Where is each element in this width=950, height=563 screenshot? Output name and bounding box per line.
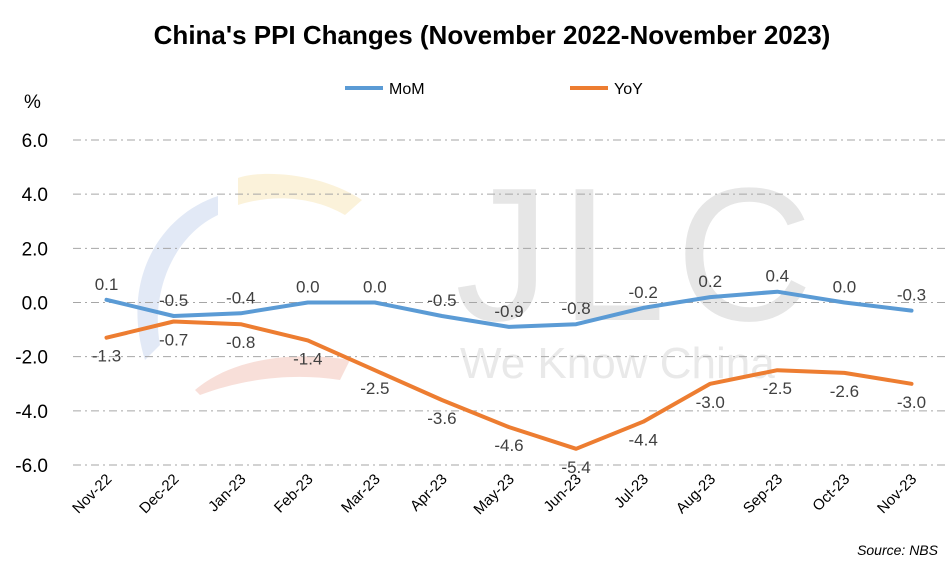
- x-tick-label: Apr-23: [407, 471, 451, 515]
- legend-label-yoy: YoY: [614, 81, 643, 98]
- x-tick-label: Aug-23: [673, 471, 719, 517]
- x-tick-label: Dec-22: [136, 471, 182, 517]
- data-label-mom: 0.1: [95, 275, 119, 294]
- x-tick-label: Oct-23: [809, 471, 853, 515]
- data-label-yoy: -1.4: [293, 349, 322, 368]
- data-label-yoy: -4.6: [494, 436, 523, 455]
- watermark-logo-red-shape: [195, 356, 350, 395]
- x-tick-label: Feb-23: [271, 471, 317, 517]
- data-label-yoy: -4.4: [629, 431, 658, 450]
- data-label-yoy: -2.5: [763, 379, 792, 398]
- data-label-yoy: -3.0: [897, 393, 926, 412]
- data-label-yoy: -0.7: [159, 330, 188, 349]
- y-axis-label: %: [24, 92, 41, 113]
- y-tick-label: -2.0: [15, 348, 48, 369]
- y-tick-label: -6.0: [15, 456, 48, 477]
- data-label-mom: 0.0: [363, 278, 387, 297]
- watermark-brand: JLC: [455, 149, 823, 361]
- chart-title: China's PPI Changes (November 2022-Novem…: [154, 20, 831, 50]
- x-tick-label: Sep-23: [740, 471, 786, 517]
- data-label-yoy: -1.3: [92, 347, 121, 366]
- legend-label-mom: MoM: [389, 81, 425, 98]
- data-label-mom: -0.2: [629, 283, 658, 302]
- x-tick-label: Mar-23: [338, 471, 384, 517]
- source-note: Source: NBS: [857, 542, 939, 558]
- data-label-mom: -0.5: [159, 291, 188, 310]
- data-label-mom: -0.8: [561, 299, 590, 318]
- watermark: JLC We Know China: [137, 149, 823, 395]
- watermark-logo-blue-shape: [137, 196, 218, 360]
- series-line-mom: [104, 289, 914, 329]
- x-tick-label: May-23: [470, 471, 517, 518]
- series-lines: [104, 289, 914, 451]
- x-tick-label: Jan-23: [205, 471, 249, 515]
- legend: MoM YoY: [345, 81, 643, 98]
- data-label-mom: -0.5: [427, 291, 456, 310]
- data-label-mom: 0.2: [698, 272, 722, 291]
- x-tick-label: Jul-23: [611, 471, 652, 512]
- series-line-yoy: [104, 319, 914, 451]
- x-tick-label: Nov-23: [874, 471, 920, 517]
- watermark-logo-yellow-shape: [238, 173, 362, 215]
- data-label-yoy: -2.6: [830, 382, 859, 401]
- y-tick-label: 6.0: [22, 131, 48, 152]
- data-label-mom: -0.4: [226, 288, 255, 307]
- data-label-mom: 0.0: [296, 278, 320, 297]
- data-label-yoy: -5.4: [561, 458, 590, 477]
- x-axis-ticks: Nov-22 Dec-22 Jan-23 Feb-23 Mar-23 Apr-23 May-…: [69, 471, 920, 518]
- data-label-yoy: -3.0: [696, 393, 725, 412]
- data-label-mom: -0.9: [494, 302, 523, 321]
- y-tick-label: -4.0: [15, 402, 48, 423]
- y-axis-ticks: 6.0 4.0 2.0 0.0 -2.0 -4.0 -6.0: [15, 131, 48, 477]
- data-label-mom: 0.0: [833, 278, 857, 297]
- data-label-yoy: -0.8: [226, 333, 255, 352]
- y-tick-label: 4.0: [22, 185, 48, 206]
- gridlines: [73, 139, 945, 466]
- data-labels: 0.1 -0.5 -0.4 0.0 0.0 -0.5 -0.9 -0.8 -0.2 0.2 0.4 0…: [92, 267, 926, 477]
- y-tick-label: 0.0: [22, 294, 48, 315]
- data-label-mom: 0.4: [765, 267, 789, 286]
- x-tick-label: Jun-23: [540, 471, 584, 515]
- data-label-mom: -0.3: [897, 286, 926, 305]
- x-tick-label: Nov-22: [69, 471, 115, 517]
- y-tick-label: 2.0: [22, 239, 48, 260]
- data-label-yoy: -2.5: [360, 379, 389, 398]
- data-label-yoy: -3.6: [427, 409, 456, 428]
